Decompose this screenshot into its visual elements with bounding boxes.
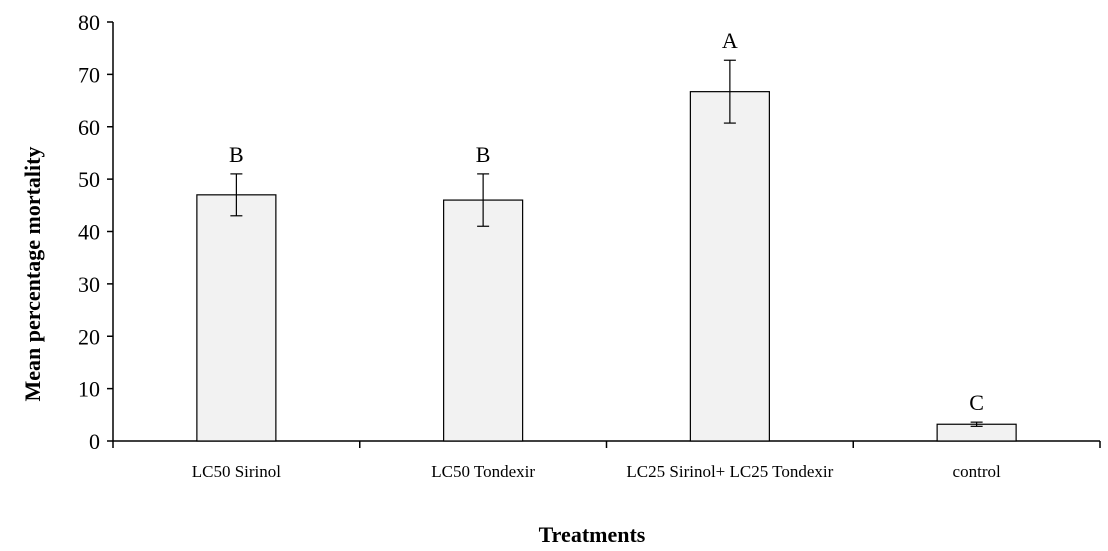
y-tick-label: 40 <box>78 220 100 245</box>
significance-letter: B <box>229 142 244 167</box>
bar <box>196 194 277 442</box>
y-tick-label: 70 <box>78 62 100 87</box>
bar <box>443 199 524 442</box>
significance-letter: A <box>722 28 738 53</box>
significance-letter: C <box>969 390 984 415</box>
tick-labels: 0 10 20 30 40 50 60 70 80 LC50 Sirinol LC50 Tondex… <box>78 10 1001 481</box>
y-tick-label: 60 <box>78 115 100 140</box>
x-tick-label: LC50 Sirinol <box>192 462 282 481</box>
x-axis-title: Treatments <box>539 522 646 547</box>
y-tick-label: 30 <box>78 272 100 297</box>
y-tick-label: 50 <box>78 167 100 192</box>
x-tick-label: LC50 Tondexir <box>431 462 535 481</box>
x-tick-label: control <box>953 462 1001 481</box>
y-tick-label: 0 <box>89 429 100 454</box>
axes <box>107 21 1101 448</box>
y-tick-label: 80 <box>78 10 100 35</box>
y-tick-label: 10 <box>78 377 100 402</box>
x-tick-label: LC25 Sirinol+ LC25 Tondexir <box>626 462 833 481</box>
significance-letter: B <box>476 142 491 167</box>
y-tick-label: 20 <box>78 324 100 349</box>
bars: B B A C <box>196 28 1017 442</box>
bar <box>689 91 770 442</box>
y-axis-title: Mean percentage mortality <box>20 147 45 402</box>
